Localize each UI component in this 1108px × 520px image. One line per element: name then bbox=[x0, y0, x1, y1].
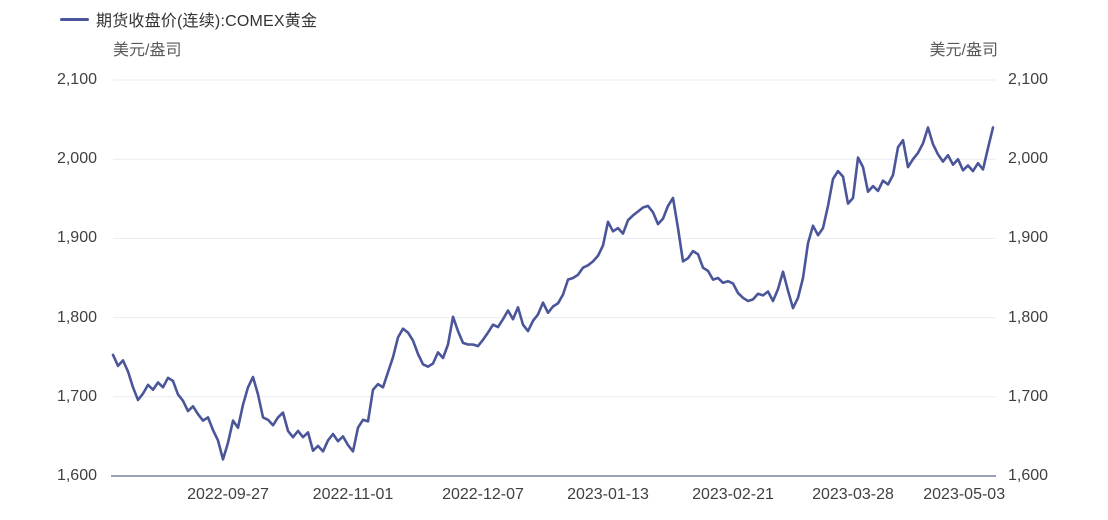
x-axis-label: 2022-11-01 bbox=[312, 486, 394, 503]
y-axis-label-left: 1,900 bbox=[56, 229, 97, 247]
x-axis-label: 2022-09-27 bbox=[187, 486, 269, 503]
y-axis-label-left: 2,000 bbox=[56, 150, 97, 168]
y-axis-label-right: 2,100 bbox=[1008, 71, 1049, 88]
y-axis-label-right: 1,800 bbox=[1008, 308, 1049, 326]
legend-label: 期货收盘价(连续):COMEX黄金 bbox=[96, 13, 318, 30]
y-axis-unit-right: 美元/盎司 bbox=[929, 42, 998, 59]
y-axis-label-left: 1,600 bbox=[56, 467, 97, 484]
y-axis-label-right: 2,000 bbox=[1008, 150, 1049, 168]
y-axis-unit-left: 美元/盎司 bbox=[113, 42, 182, 59]
y-axis-label-left: 1,800 bbox=[56, 308, 97, 326]
y-axis-label-right: 1,700 bbox=[1008, 387, 1049, 405]
y-axis-label-right: 1,900 bbox=[1008, 229, 1049, 247]
x-axis-label: 2023-01-13 bbox=[567, 486, 649, 503]
x-axis-label: 2022-12-07 bbox=[442, 486, 524, 503]
legend-line-swatch bbox=[60, 17, 89, 21]
x-axis-label: 2023-03-28 bbox=[812, 486, 894, 503]
price-line bbox=[111, 126, 995, 461]
y-axis-label-left: 2,100 bbox=[56, 71, 97, 88]
y-axis-label-right: 1,600 bbox=[1008, 467, 1049, 484]
y-axis-label-left: 1,700 bbox=[56, 387, 97, 405]
x-axis-label: 2023-02-21 bbox=[692, 486, 774, 503]
legend-item: 期货收盘价(连续):COMEX黄金 bbox=[60, 8, 317, 30]
x-axis-label: 2023-05-03 bbox=[923, 486, 1006, 503]
